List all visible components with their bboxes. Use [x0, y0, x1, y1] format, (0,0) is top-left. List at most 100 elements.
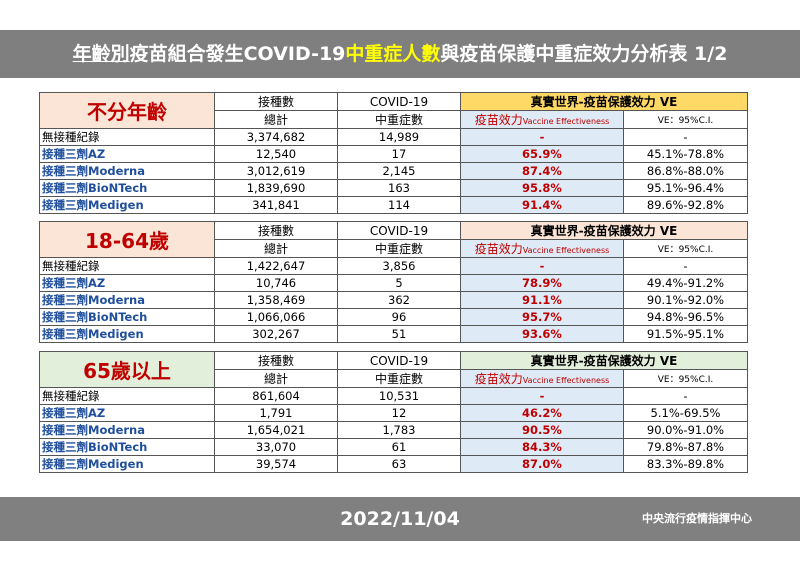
ci-value: 86.8%-88.0% [623, 162, 748, 180]
header-ve-title: 真實世界-疫苗保護效力 VE [460, 221, 748, 240]
header-vaccinated: 接種數 [214, 351, 338, 370]
vaccinated-count: 12,540 [214, 145, 338, 163]
vaccine-label: 無接種紀錄 [39, 387, 215, 405]
header-severe: 中重症數 [337, 239, 461, 258]
ve-value: 78.9% [460, 274, 624, 292]
vaccinated-count: 1,791 [214, 404, 338, 422]
ci-value: - [623, 257, 748, 275]
table-row: 接種三劑Moderna 3,012,619 2,145 87.4% 86.8%-88.0… [39, 162, 748, 180]
vaccinated-count: 1,839,690 [214, 179, 338, 197]
ci-value: 79.8%-87.8% [623, 438, 748, 456]
vaccine-label: 接種三劑BioNTech [39, 438, 215, 456]
severe-count: 2,145 [337, 162, 461, 180]
vaccinated-count: 1,066,066 [214, 308, 338, 326]
severe-count: 5 [337, 274, 461, 292]
header-row-sub: 總計 中重症數 疫苗效力Vaccine Effectiveness VE：95%C.I… [40, 110, 748, 129]
header-total: 總計 [214, 369, 338, 388]
severe-count: 12 [337, 404, 461, 422]
ci-value: 91.5%-95.1% [623, 325, 748, 343]
vaccine-label: 接種三劑AZ [39, 404, 215, 422]
ci-value: 49.4%-91.2% [623, 274, 748, 292]
header-severe: 中重症數 [337, 110, 461, 129]
ci-value: 45.1%-78.8% [623, 145, 748, 163]
ve-value: - [460, 257, 624, 275]
ci-value: - [623, 387, 748, 405]
page-title: 年齡別疫苗組合發生COVID-19中重症人數與疫苗保護中重症效力分析表 1/2 [0, 30, 800, 78]
table-row: 接種三劑Medigen 39,574 63 87.0% 83.3%-89.8% [39, 455, 748, 473]
severe-count: 163 [337, 179, 461, 197]
vaccinated-count: 39,574 [214, 455, 338, 473]
ve-value: 91.1% [460, 291, 624, 309]
footer-bar: 2022/11/04 中央流行疫情指揮中心 [0, 497, 800, 541]
table-row: 無接種紀錄 1,422,647 3,856- - [39, 257, 748, 275]
vaccinated-count: 1,422,647 [214, 257, 338, 275]
table-65-plus: 65歲以上 接種數 COVID-19 真實世界-疫苗保護效力 VE 總計 中重症數 疫苗效力… [39, 351, 748, 473]
ve-value: 87.0% [460, 455, 624, 473]
ci-value: 5.1%-69.5% [623, 404, 748, 422]
effectiveness-label-en: Vaccine Effectiveness [522, 246, 610, 255]
vaccine-label: 無接種紀錄 [39, 128, 215, 146]
header-effectiveness: 疫苗效力Vaccine Effectiveness [460, 110, 624, 129]
effectiveness-label-zh: 疫苗效力 [474, 372, 523, 386]
ve-value: 90.5% [460, 421, 624, 439]
title-part-3: 中重症人數 [345, 43, 441, 65]
title-bar: 年齡別疫苗組合發生COVID-19中重症人數與疫苗保護中重症效力分析表 1/2 [0, 30, 800, 78]
vaccinated-count: 33,070 [214, 438, 338, 456]
table-18-64: 18-64歲 接種數 COVID-19 真實世界-疫苗保護效力 VE 總計 中重症數 疫苗效… [39, 221, 748, 343]
header-ci: VE：95%C.I. [623, 110, 748, 129]
ci-value: 95.1%-96.4% [623, 179, 748, 197]
table-row: 接種三劑Moderna 1,358,469 362 91.1% 90.1%-92.0% [39, 291, 748, 309]
ve-value: - [460, 128, 624, 146]
ci-value: - [623, 128, 748, 146]
vaccine-label: 接種三劑AZ [39, 145, 215, 163]
effectiveness-label-en: Vaccine Effectiveness [522, 376, 610, 385]
severe-count: 96 [337, 308, 461, 326]
header-vaccinated: 接種數 [214, 221, 338, 240]
table-row: 無接種紀錄 861,604 10,531- - [39, 387, 748, 405]
ci-value: 90.0%-91.0% [623, 421, 748, 439]
ve-value: 87.4% [460, 162, 624, 180]
severe-count: 63 [337, 455, 461, 473]
ci-value: 83.3%-89.8% [623, 455, 748, 473]
effectiveness-label-zh: 疫苗效力 [474, 113, 523, 127]
header-total: 總計 [214, 110, 338, 129]
ve-value: 91.4% [460, 196, 624, 214]
severe-count: 362 [337, 291, 461, 309]
header-row-top: 不分年齡 接種數 COVID-19 真實世界-疫苗保護效力 VE [39, 92, 748, 129]
ci-value: 89.6%-92.8% [623, 196, 748, 214]
table-row: 接種三劑AZ 12,540 17 65.9% 45.1%-78.8% [39, 145, 748, 163]
table-row: 無接種紀錄 3,374,682 14,989- - [39, 128, 748, 146]
vaccine-label: 接種三劑BioNTech [39, 308, 215, 326]
severe-count: 10,531 [337, 387, 461, 405]
vaccine-label: 接種三劑Medigen [39, 455, 215, 473]
ve-value: 65.9% [460, 145, 624, 163]
severe-count: 51 [337, 325, 461, 343]
ci-value: 94.8%-96.5% [623, 308, 748, 326]
vaccinated-count: 861,604 [214, 387, 338, 405]
effectiveness-label-zh: 疫苗效力 [474, 242, 523, 256]
vaccine-label: 接種三劑Moderna [39, 421, 215, 439]
table-row: 接種三劑Medigen 341,841 114 91.4% 89.6%-92.8% [39, 196, 748, 214]
ci-value: 90.1%-92.0% [623, 291, 748, 309]
header-covid: COVID-19 [337, 221, 461, 240]
vaccinated-count: 341,841 [214, 196, 338, 214]
title-part-1: 年齡別 [72, 43, 130, 65]
header-covid: COVID-19 [337, 92, 461, 111]
vaccine-label: 無接種紀錄 [39, 257, 215, 275]
severe-count: 114 [337, 196, 461, 214]
header-ci: VE：95%C.I. [623, 369, 748, 388]
header-effectiveness: 疫苗效力Vaccine Effectiveness [460, 369, 624, 388]
table-row: 接種三劑AZ 10,746 5 78.9% 49.4%-91.2% [39, 274, 748, 292]
severe-count: 14,989 [337, 128, 461, 146]
table-row: 接種三劑Medigen 302,267 51 93.6% 91.5%-95.1% [39, 325, 748, 343]
vaccinated-count: 302,267 [214, 325, 338, 343]
vaccinated-count: 3,012,619 [214, 162, 338, 180]
header-severe: 中重症數 [337, 369, 461, 388]
header-row-top: 65歲以上 接種數 COVID-19 真實世界-疫苗保護效力 VE [39, 351, 748, 388]
severe-count: 17 [337, 145, 461, 163]
vaccinated-count: 10,746 [214, 274, 338, 292]
header-ci: VE：95%C.I. [623, 239, 748, 258]
effectiveness-label-en: Vaccine Effectiveness [522, 117, 610, 126]
header-total: 總計 [214, 239, 338, 258]
header-ve-title: 真實世界-疫苗保護效力 VE [460, 92, 748, 111]
